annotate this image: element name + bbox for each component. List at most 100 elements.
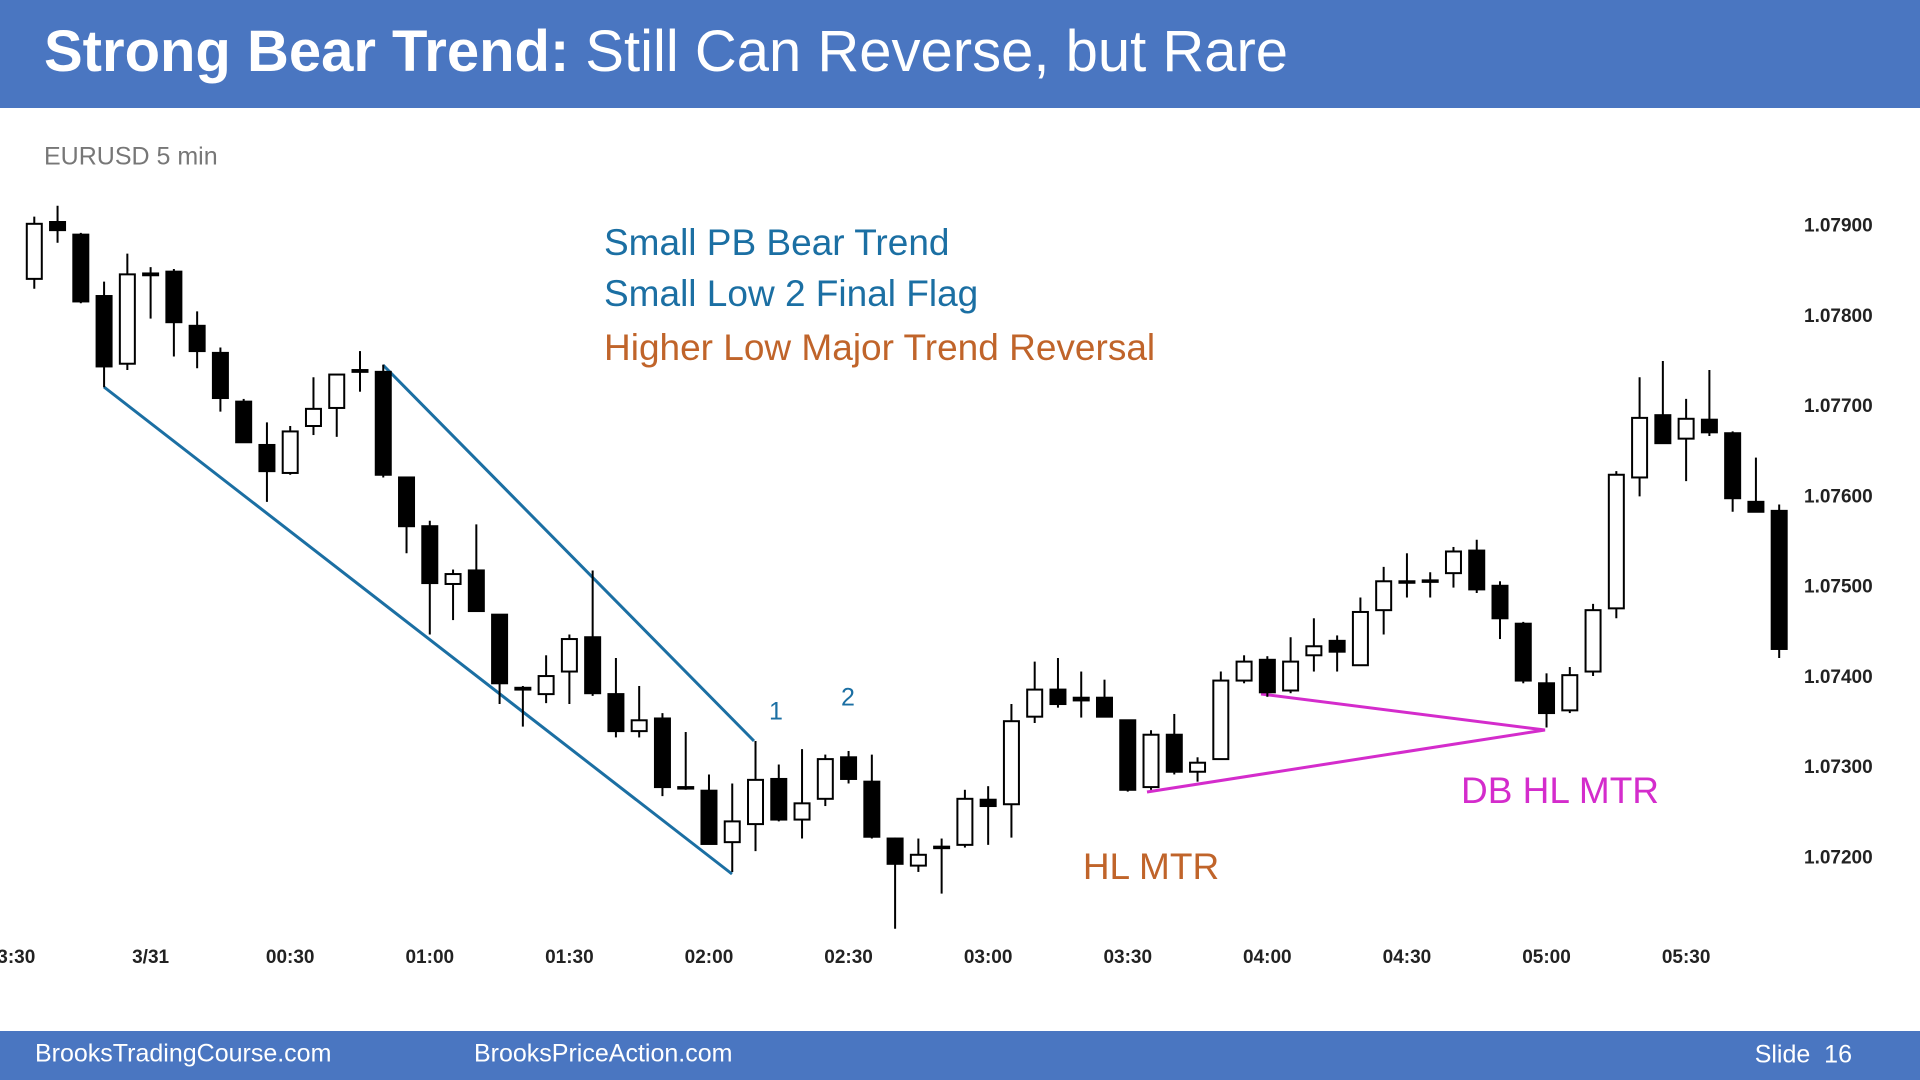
channel-line bbox=[103, 385, 733, 876]
x-tick-label: 02:30 bbox=[824, 947, 873, 968]
candle-body bbox=[1165, 733, 1183, 773]
candle-body bbox=[1049, 688, 1067, 706]
slide-number: Slide 16 bbox=[1755, 1041, 1852, 1069]
x-tick-label: 3/31 bbox=[132, 947, 169, 968]
title-bold: Strong Bear Trend: bbox=[44, 19, 569, 84]
candle-body bbox=[142, 272, 160, 277]
candle-body bbox=[1561, 674, 1579, 712]
candle-body bbox=[677, 786, 695, 790]
candle-body bbox=[1631, 416, 1649, 479]
candle-body bbox=[514, 686, 532, 691]
candle-body bbox=[933, 845, 951, 850]
candle-body bbox=[723, 820, 741, 844]
y-tick-label: 1.07700 bbox=[1804, 396, 1873, 417]
candle-body bbox=[1002, 720, 1020, 806]
annotation: Higher Low Major Trend Reversal bbox=[604, 327, 1155, 368]
candle-body bbox=[49, 221, 67, 232]
candle-body bbox=[1282, 660, 1300, 692]
footer-bar bbox=[0, 1031, 1920, 1080]
candle-body bbox=[258, 443, 276, 473]
candle-body bbox=[1514, 622, 1532, 682]
header-bar bbox=[0, 0, 1920, 108]
candle-body bbox=[1607, 473, 1625, 610]
x-tick-label: 00:30 bbox=[266, 947, 315, 968]
candle-body bbox=[188, 324, 206, 353]
annotation: 2 bbox=[841, 684, 855, 712]
candle-body bbox=[351, 369, 369, 373]
candle-body bbox=[909, 853, 927, 867]
chart-subtitle: EURUSD 5 min bbox=[44, 143, 218, 171]
candle-body bbox=[1747, 500, 1765, 513]
annotation: 1 bbox=[769, 698, 783, 726]
candle-body bbox=[1444, 550, 1462, 575]
candle-body bbox=[1258, 658, 1276, 694]
annotation: Small Low 2 Final Flag bbox=[604, 273, 978, 314]
annotation: Small PB Bear Trend bbox=[604, 222, 949, 263]
candle-body bbox=[1072, 696, 1090, 702]
candle-body bbox=[491, 613, 509, 685]
candle-body bbox=[1538, 682, 1556, 715]
y-tick-label: 1.07400 bbox=[1804, 667, 1873, 688]
candle-body bbox=[1375, 580, 1393, 612]
y-tick-label: 1.07200 bbox=[1804, 847, 1873, 868]
candle-body bbox=[1468, 549, 1486, 591]
candle-body bbox=[1770, 509, 1788, 650]
x-tick-label: 02:00 bbox=[685, 947, 734, 968]
candle-body bbox=[584, 636, 602, 695]
candle-body bbox=[328, 373, 346, 409]
x-tick-label: 05:30 bbox=[1662, 947, 1711, 968]
candle-body bbox=[560, 638, 578, 673]
candle-body bbox=[165, 270, 183, 324]
y-tick-label: 1.07500 bbox=[1804, 577, 1873, 598]
candle-body bbox=[537, 675, 555, 696]
candle-body bbox=[956, 797, 974, 846]
candle-body bbox=[700, 789, 718, 845]
candle-body bbox=[1421, 579, 1439, 583]
candle-body bbox=[374, 370, 392, 476]
x-tick-label: 01:00 bbox=[405, 947, 454, 968]
candle-body bbox=[118, 273, 136, 365]
candle-body bbox=[304, 407, 322, 428]
x-tick-label: 23:30 bbox=[0, 947, 35, 968]
x-tick-label: 01:30 bbox=[545, 947, 594, 968]
candle-body bbox=[816, 758, 834, 800]
candle-body bbox=[1700, 418, 1718, 434]
candle-body bbox=[607, 693, 625, 733]
y-tick-label: 1.07800 bbox=[1804, 306, 1873, 327]
candle-body bbox=[886, 837, 904, 865]
x-tick-label: 04:00 bbox=[1243, 947, 1292, 968]
y-tick-label: 1.07300 bbox=[1804, 757, 1873, 778]
x-tick-label: 03:30 bbox=[1103, 947, 1152, 968]
candle-body bbox=[95, 295, 113, 368]
double-bottom-line bbox=[1146, 692, 1546, 794]
candle-body bbox=[1095, 696, 1113, 718]
annotation: DB HL MTR bbox=[1461, 770, 1659, 811]
title-rest: Still Can Reverse, but Rare bbox=[585, 19, 1288, 84]
footer-link: BrooksTradingCourse.com bbox=[35, 1040, 331, 1068]
x-tick-label: 05:00 bbox=[1522, 947, 1571, 968]
x-tick-label: 04:30 bbox=[1383, 947, 1432, 968]
channel-line bbox=[381, 363, 756, 743]
candle-body bbox=[1142, 733, 1160, 789]
candle-body bbox=[1724, 432, 1742, 500]
candle-body bbox=[840, 756, 858, 780]
candle-body bbox=[1189, 761, 1207, 773]
plot-area: 1.07200 1.07300 1.07400 1.07500 1.07600 1.077… bbox=[0, 205, 1873, 968]
x-tick-label: 03:00 bbox=[964, 947, 1013, 968]
candle-body bbox=[235, 400, 253, 444]
candle-body bbox=[770, 777, 788, 821]
candle-body bbox=[211, 351, 229, 400]
slide-title: Strong Bear Trend: Still Can Reverse, but… bbox=[44, 19, 1288, 84]
candle-body bbox=[1677, 417, 1695, 440]
candle-body bbox=[467, 569, 485, 613]
candle-body bbox=[1654, 414, 1672, 445]
candle-body bbox=[1305, 645, 1323, 657]
candle-body bbox=[72, 233, 90, 303]
candle-body bbox=[421, 525, 439, 585]
candle-body bbox=[747, 778, 765, 826]
candle-body bbox=[793, 802, 811, 821]
annotation: HL MTR bbox=[1083, 846, 1219, 887]
candle-body bbox=[1491, 584, 1509, 620]
